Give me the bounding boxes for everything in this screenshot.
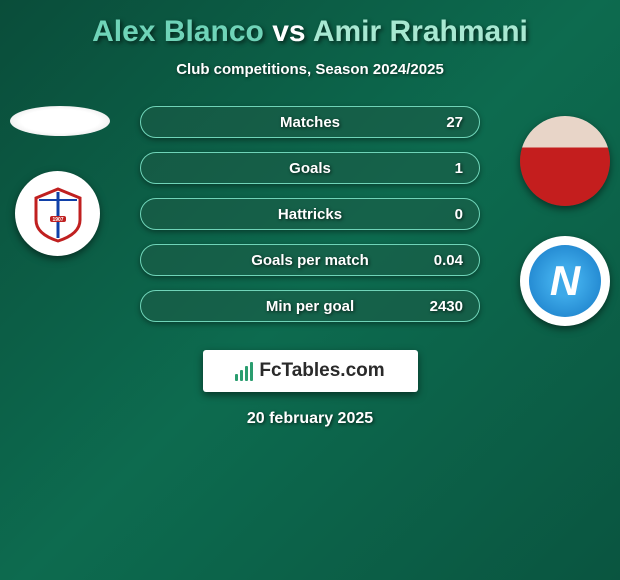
napoli-letter: N	[550, 257, 580, 305]
player2-avatar	[520, 116, 610, 206]
stat-value: 0.04	[434, 252, 463, 269]
svg-text:1907: 1907	[52, 217, 63, 223]
team2-badge: N	[520, 236, 610, 326]
subtitle: Club competitions, Season 2024/2025	[176, 61, 444, 78]
brand-box: FcTables.com	[203, 350, 418, 392]
title: Alex Blanco vs Amir Rrahmani	[92, 15, 528, 49]
team1-badge: 1907	[15, 171, 100, 256]
napoli-logo-icon: N	[529, 245, 601, 317]
stat-value: 27	[446, 114, 463, 131]
stat-row-goals: Goals 1	[140, 152, 480, 184]
stat-row-gpm: Goals per match 0.04	[140, 244, 480, 276]
stat-label: Min per goal	[266, 298, 354, 315]
comparison-card: Alex Blanco vs Amir Rrahmani Club compet…	[0, 0, 620, 428]
left-badges: 1907	[10, 106, 110, 256]
stats-area: 1907 N Matches 27 Goals 1 Hattricks 0	[0, 106, 620, 322]
stat-value: 0	[455, 206, 463, 223]
stat-value: 2430	[430, 298, 463, 315]
right-badges: N	[520, 116, 610, 326]
vs-text: vs	[272, 15, 305, 48]
stat-label: Goals	[289, 160, 331, 177]
player1-name: Alex Blanco	[92, 15, 264, 48]
como-logo-icon: 1907	[28, 184, 88, 244]
stat-label: Goals per match	[251, 252, 369, 269]
stat-label: Hattricks	[278, 206, 342, 223]
stat-row-matches: Matches 27	[140, 106, 480, 138]
stat-row-hattricks: Hattricks 0	[140, 198, 480, 230]
player2-name: Amir Rrahmani	[313, 15, 528, 48]
date-text: 20 february 2025	[247, 410, 373, 428]
stat-row-mpg: Min per goal 2430	[140, 290, 480, 322]
chart-icon	[235, 362, 253, 381]
brand-text: FcTables.com	[259, 360, 384, 382]
stat-label: Matches	[280, 114, 340, 131]
stat-value: 1	[455, 160, 463, 177]
player1-avatar	[10, 106, 110, 136]
